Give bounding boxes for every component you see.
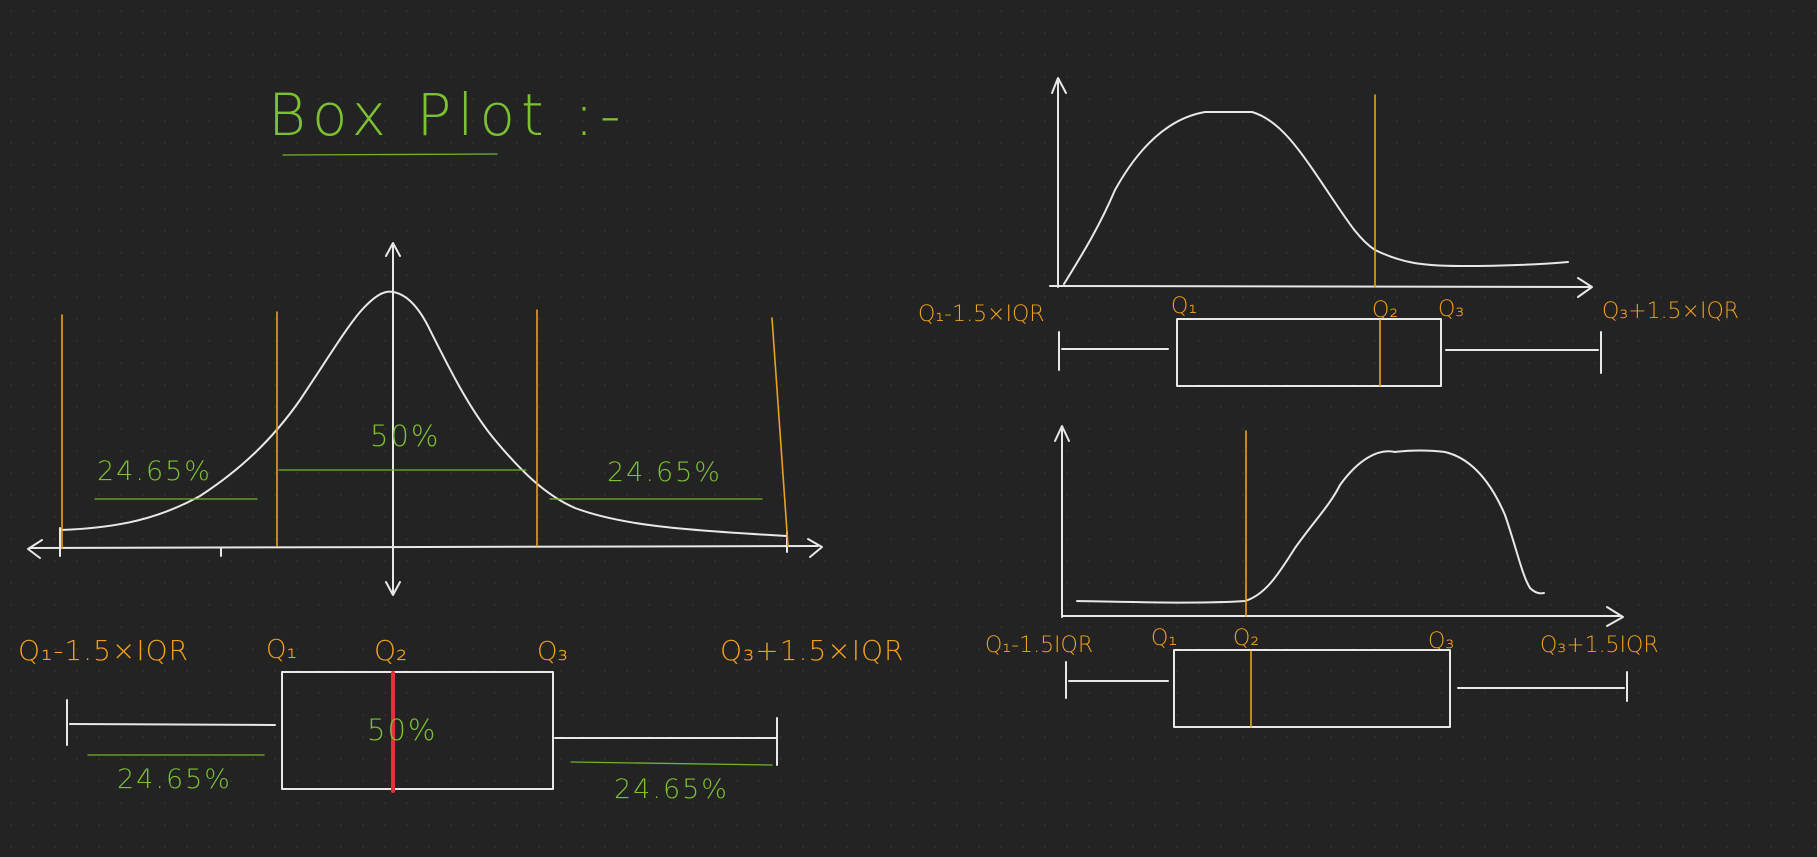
- right-skew-curve: [1063, 111, 1569, 285]
- normal-boxplot: Q₁-1.5×IQR Q₁ Q₂ Q₃ Q₃+1.5×IQR 50% 24.65…: [18, 634, 904, 805]
- right-skew-label-upper-fence: Q₃+1.5×IQR: [1602, 299, 1739, 324]
- normal-upper-fence-line: [771, 317, 789, 547]
- left-skew-distribution-panel: [1054, 425, 1624, 627]
- right-skew-boxplot: Q₁-1.5×IQR Q₁ Q₂ Q₃ Q₃+1.5×IQR: [918, 294, 1739, 387]
- normal-whisker-right-pct: 24.65%: [614, 774, 729, 805]
- left-skew-curve: [1076, 449, 1545, 604]
- normal-left-whisker: [69, 723, 276, 726]
- right-skew-x-axis: [1049, 285, 1591, 288]
- left-skew-label-upper-fence: Q₃+1.5IQR: [1540, 633, 1659, 658]
- normal-label-lower-fence: Q₁-1.5×IQR: [18, 634, 189, 667]
- left-skew-box: [1173, 649, 1451, 728]
- normal-y-axis-top-arrow: [385, 242, 401, 257]
- title-underline: [282, 153, 498, 156]
- normal-pct-center: 50%: [370, 419, 440, 453]
- normal-label-upper-fence: Q₃+1.5×IQR: [720, 634, 904, 667]
- normal-curve: [59, 290, 788, 537]
- page-title: Box Plot :-: [268, 81, 627, 149]
- right-skew-y-axis-arrow: [1051, 77, 1067, 94]
- right-skew-label-q1: Q₁: [1171, 294, 1197, 319]
- normal-distribution-panel: 24.65% 50% 24.65%: [27, 242, 823, 596]
- normal-x-axis: [29, 545, 819, 549]
- left-skew-boxplot: Q₁-1.5IQR Q₁ Q₂ Q₃ Q₃+1.5IQR: [985, 626, 1659, 728]
- normal-x-axis-left-arrow: [27, 539, 43, 559]
- normal-right-whisker-region: [570, 761, 773, 766]
- left-skew-label-q2: Q₂: [1233, 626, 1259, 651]
- left-skew-y-axis-arrow: [1054, 425, 1070, 442]
- right-skew-x-axis-arrow: [1577, 277, 1593, 298]
- normal-whisker-left-pct: 24.65%: [117, 764, 232, 795]
- normal-y-axis-bottom-arrow: [385, 581, 401, 596]
- normal-label-q2: Q₂: [374, 634, 407, 667]
- normal-label-q1: Q₁: [266, 635, 297, 665]
- right-skew-label-lower-fence: Q₁-1.5×IQR: [918, 302, 1045, 327]
- left-skew-x-axis-arrow: [1606, 606, 1624, 627]
- normal-box: [281, 671, 554, 790]
- title-group: Box Plot :-: [268, 81, 627, 156]
- normal-box-pct: 50%: [367, 713, 437, 747]
- left-skew-label-lower-fence: Q₁-1.5IQR: [985, 633, 1093, 658]
- normal-x-axis-right-arrow: [807, 538, 823, 558]
- right-skew-label-q3: Q₃: [1438, 297, 1464, 322]
- normal-pct-right: 24.65%: [607, 457, 722, 488]
- normal-label-q3: Q₃: [537, 637, 568, 667]
- right-skew-distribution-panel: [1049, 77, 1593, 298]
- normal-pct-left: 24.65%: [97, 456, 212, 487]
- left-skew-label-q1: Q₁: [1151, 626, 1177, 651]
- right-skew-box: [1176, 318, 1442, 387]
